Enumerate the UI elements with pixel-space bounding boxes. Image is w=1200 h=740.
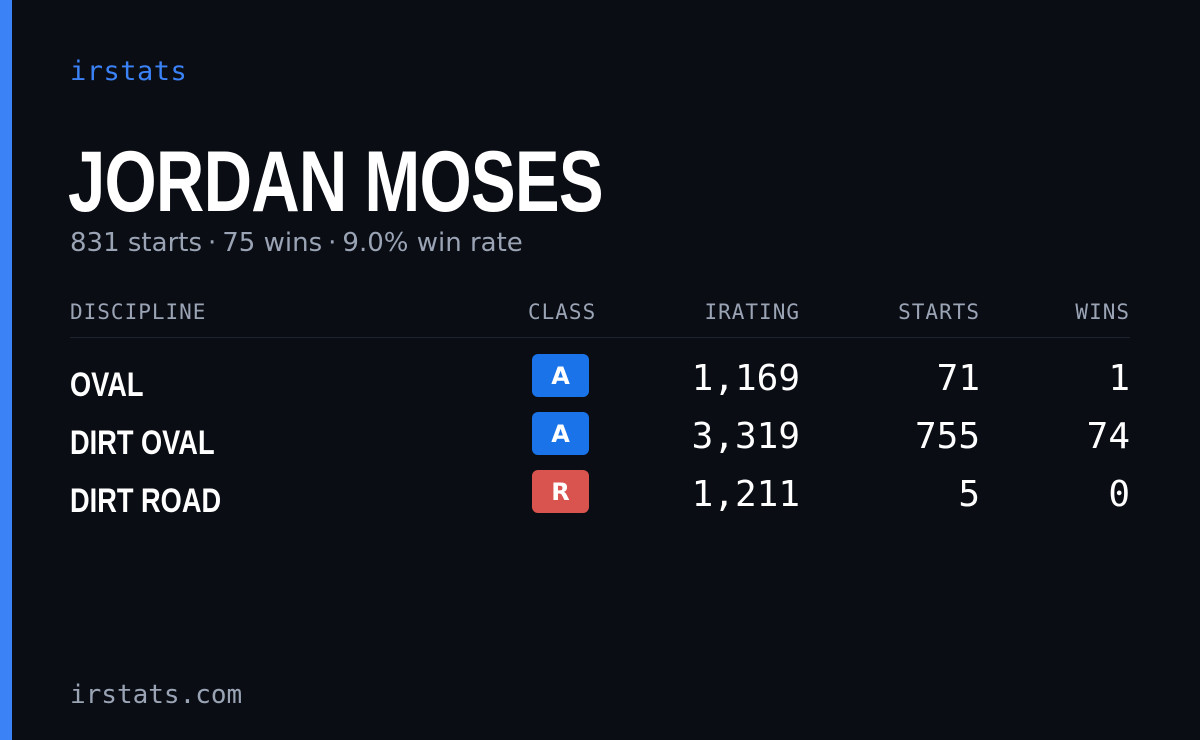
summary-wins: 75 wins	[222, 228, 323, 258]
row-wins: 1	[1108, 358, 1130, 399]
player-summary: 831 starts · 75 wins · 9.0% win rate	[70, 228, 523, 258]
accent-bar	[0, 0, 12, 740]
header-discipline: DISCIPLINE	[70, 300, 207, 324]
table-row: OVAL A 1,169 71 1	[70, 338, 1130, 404]
player-name: JORDAN MOSES	[68, 134, 604, 230]
row-wins: 74	[1086, 416, 1130, 457]
stats-table: DISCIPLINE CLASS IRATING STARTS WINS OVA…	[70, 296, 1130, 520]
row-irating: 1,211	[691, 474, 800, 515]
row-starts: 71	[936, 358, 980, 399]
summary-starts: 831 starts	[70, 228, 202, 258]
row-discipline: DIRT OVAL	[70, 424, 215, 462]
row-discipline: OVAL	[70, 366, 144, 404]
brand-logo-text: irstats	[70, 56, 188, 87]
footer-url: irstats.com	[70, 680, 243, 710]
class-badge: A	[532, 354, 589, 397]
class-badge: A	[532, 412, 589, 455]
row-irating: 3,319	[691, 416, 800, 457]
row-irating: 1,169	[691, 358, 800, 399]
header-starts: STARTS	[898, 300, 980, 324]
table-header: DISCIPLINE CLASS IRATING STARTS WINS	[70, 296, 1130, 338]
table-row: DIRT ROAD R 1,211 5 0	[70, 454, 1130, 520]
class-badge: R	[532, 470, 589, 513]
row-wins: 0	[1108, 474, 1130, 515]
row-starts: 5	[958, 474, 980, 515]
summary-separator: ·	[328, 228, 337, 258]
table-row: DIRT OVAL A 3,319 755 74	[70, 396, 1130, 462]
summary-win-rate: 9.0% win rate	[342, 228, 523, 258]
header-class: CLASS	[528, 300, 597, 324]
header-irating: IRATING	[704, 300, 800, 324]
row-starts: 755	[914, 416, 980, 457]
header-wins: WINS	[1075, 300, 1130, 324]
row-discipline: DIRT ROAD	[70, 482, 222, 520]
summary-separator: ·	[208, 228, 217, 258]
